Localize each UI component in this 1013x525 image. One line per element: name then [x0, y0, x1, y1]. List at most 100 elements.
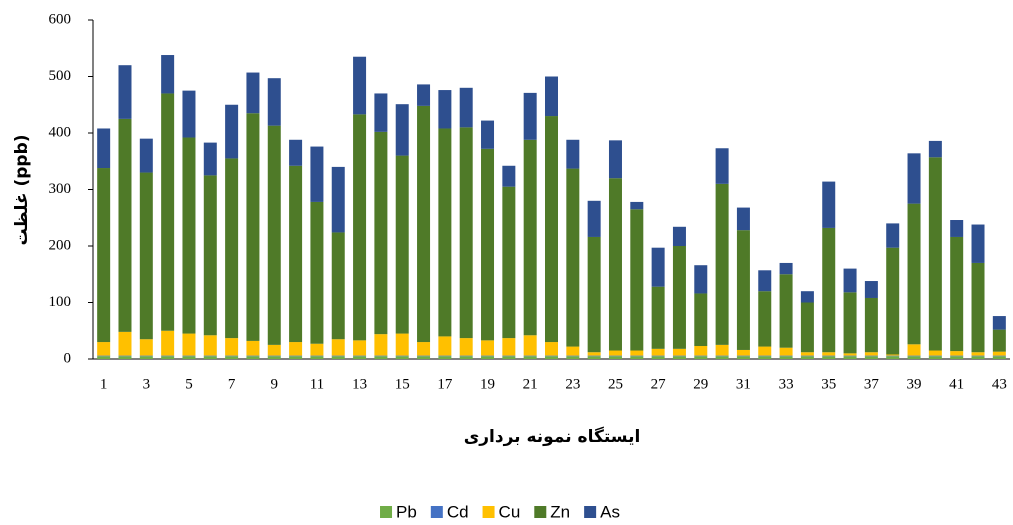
bar-segment	[353, 340, 367, 356]
x-tick-label: 39	[907, 376, 922, 392]
bar-segment	[971, 262, 985, 353]
bar-segment	[566, 139, 580, 169]
bar-segment	[630, 350, 644, 356]
bar-segment	[374, 355, 388, 357]
bar-segment	[246, 72, 260, 114]
bar-segment	[992, 351, 1006, 356]
bar-segment	[246, 355, 260, 357]
bar-segment	[139, 172, 153, 340]
bar-segment	[758, 291, 772, 347]
bar-segment	[502, 165, 516, 187]
bar-segment	[267, 344, 281, 356]
bar-segment	[331, 232, 345, 340]
bar-segment	[417, 355, 431, 357]
bar-segment	[715, 356, 729, 359]
bar-segment	[203, 355, 217, 357]
bar-segment	[395, 155, 409, 334]
bar-segment	[459, 355, 473, 357]
bar-segment	[651, 356, 665, 359]
bar-segment	[289, 139, 303, 166]
x-tick-label: 25	[608, 376, 623, 392]
bar-segment	[97, 128, 111, 169]
x-tick-label: 31	[736, 376, 751, 392]
bar-segment	[182, 356, 196, 359]
y-tick-label: 100	[49, 294, 72, 310]
bar-segment	[566, 346, 580, 356]
bar-segment	[502, 356, 516, 359]
bar-segment	[822, 181, 836, 228]
bar-segment	[928, 157, 942, 351]
bar-segment	[736, 230, 750, 350]
legend-text: Pb	[396, 502, 417, 521]
bar-segment	[97, 168, 111, 343]
bar-segment	[822, 356, 836, 359]
bar-segment	[736, 349, 750, 356]
legend-swatch	[534, 506, 547, 518]
bar-segment	[950, 220, 964, 237]
bar-segment	[864, 355, 878, 357]
x-tick-label: 23	[565, 376, 580, 392]
bar-segment	[608, 356, 622, 359]
bar-segment	[715, 355, 729, 357]
bar-segment	[374, 131, 388, 335]
bar-segment	[139, 339, 153, 356]
bar-segment	[758, 270, 772, 292]
bar-segment	[971, 352, 985, 356]
bar-segment	[694, 346, 708, 356]
bar-segment	[886, 355, 900, 357]
bar-segment	[182, 137, 196, 334]
bar-segment	[203, 142, 217, 176]
bar-segment	[310, 343, 324, 356]
x-tick-label: 41	[949, 376, 964, 392]
bar-segment	[950, 356, 964, 359]
bar-segment	[139, 356, 153, 359]
bar-segment	[225, 355, 239, 357]
bar-segment	[481, 355, 495, 357]
bar-segment	[161, 93, 175, 331]
bar-segment	[843, 355, 857, 357]
bar-segment	[395, 356, 409, 359]
bar-segment	[758, 355, 772, 357]
bar-segment	[417, 356, 431, 359]
bar-segment	[481, 148, 495, 341]
bar-segment	[672, 356, 686, 359]
bar-segment	[992, 316, 1006, 330]
bar-segment	[118, 356, 132, 359]
bar-segment	[545, 116, 558, 343]
bar-segment	[843, 353, 857, 356]
bar-segment	[545, 342, 558, 356]
legend-text: As	[600, 502, 620, 521]
bar-segment	[459, 356, 473, 359]
bar-segment	[374, 334, 388, 356]
x-tick-label: 3	[143, 376, 151, 392]
bar-segment	[353, 355, 367, 357]
bar-segment	[566, 356, 580, 359]
bar-segment	[864, 352, 878, 356]
bar-segment	[907, 356, 921, 359]
bar-segment	[694, 265, 708, 294]
bar-segment	[523, 356, 537, 359]
bar-segment	[651, 348, 665, 356]
bar-segment	[182, 90, 196, 138]
legend-swatch	[482, 506, 495, 518]
bar-segment	[310, 356, 324, 359]
bar-segment	[225, 338, 239, 356]
legend-swatch	[584, 506, 597, 518]
bar-segment	[672, 355, 686, 357]
bar-segment	[587, 355, 601, 357]
bar-segment	[353, 56, 367, 115]
bar-segment	[864, 356, 878, 359]
bar-segment	[289, 165, 303, 343]
bar-segment	[566, 355, 580, 357]
bar-segment	[374, 356, 388, 359]
bar-segment	[182, 355, 196, 357]
x-tick-label: 1	[100, 376, 108, 392]
bar-segment	[353, 114, 367, 341]
bar-segment	[822, 227, 836, 353]
x-tick-label: 13	[352, 376, 367, 392]
bar-segment	[502, 186, 516, 339]
bar-segment	[545, 76, 558, 117]
bar-segment	[161, 55, 175, 94]
bar-segment	[523, 335, 537, 356]
bar-segment	[545, 355, 558, 357]
